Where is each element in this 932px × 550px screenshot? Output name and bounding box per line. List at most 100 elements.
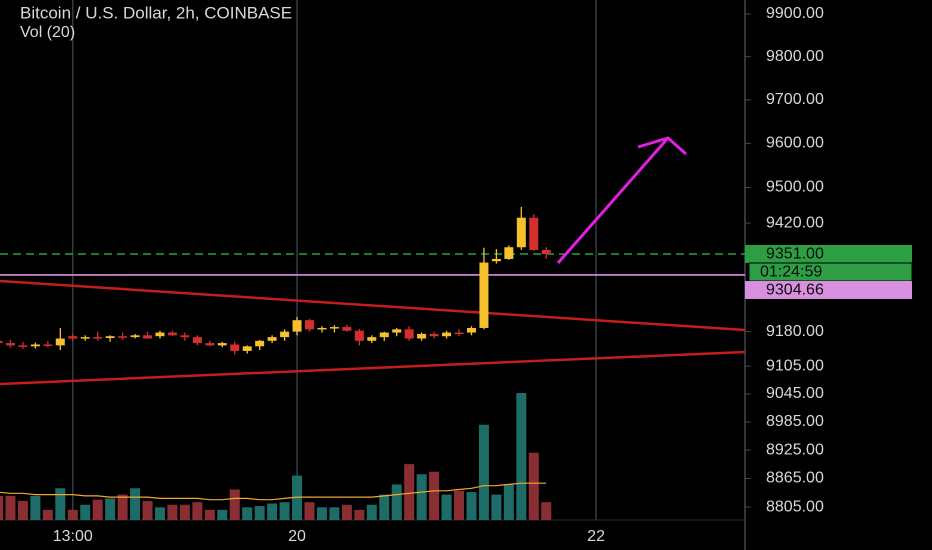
candle-body <box>167 332 177 336</box>
volume-bar <box>17 500 28 520</box>
candle-body <box>504 247 514 259</box>
volume-bar <box>279 502 290 520</box>
price-label: 9304.66 <box>766 282 824 299</box>
candle-body <box>516 217 526 248</box>
y-tick-label: 9500.00 <box>766 179 824 196</box>
candle-body <box>392 329 402 333</box>
candle-body <box>30 344 40 347</box>
x-tick-label: 22 <box>587 528 605 545</box>
y-tick-label: 9800.00 <box>766 48 824 65</box>
candle-body <box>143 335 153 339</box>
candle-body <box>80 337 90 339</box>
candle-body <box>442 332 452 337</box>
volume-bar <box>242 507 253 520</box>
grid <box>72 0 597 520</box>
volume-bar <box>341 504 352 520</box>
volume-bar <box>404 464 415 520</box>
volume-bar <box>416 474 427 520</box>
candle-body <box>0 340 3 344</box>
y-tick-label: 8985.00 <box>766 413 824 430</box>
candle-body <box>292 320 302 332</box>
y-tick-label: 9105.00 <box>766 357 824 374</box>
arrow <box>556 137 670 264</box>
y-tick-label: 9045.00 <box>766 385 824 402</box>
volume-bar <box>142 500 153 520</box>
y-tick-label: 9700.00 <box>766 91 824 108</box>
volume-bar <box>329 507 340 520</box>
volume-bar <box>0 495 3 520</box>
candle-body <box>466 327 476 333</box>
candle-body <box>379 332 389 338</box>
volume-bar <box>80 504 91 520</box>
volume-bar <box>454 490 465 520</box>
candle-body <box>180 335 190 338</box>
y-tick-label: 8925.00 <box>766 441 824 458</box>
candle-body <box>417 333 427 339</box>
volume-bar <box>130 488 141 520</box>
volume-bar <box>391 484 402 520</box>
candle-body <box>329 327 339 329</box>
volume-bar <box>292 475 303 520</box>
volume-bar <box>528 452 539 520</box>
candle-body <box>280 331 290 338</box>
volume-bar <box>366 504 377 520</box>
candle-body <box>18 345 28 347</box>
price-label: 9351.00 <box>766 246 824 263</box>
volume-bar <box>441 494 452 520</box>
volume-bar <box>516 393 527 520</box>
volume-bar <box>354 509 365 520</box>
candle-body <box>479 262 489 328</box>
candles <box>0 207 551 355</box>
price-lines <box>0 253 745 276</box>
candle-body <box>217 343 227 346</box>
candle-body <box>305 320 314 330</box>
volume-bar <box>267 503 278 520</box>
volume-bar <box>466 492 477 520</box>
volume-bar <box>92 499 103 520</box>
volume-bar <box>254 506 265 520</box>
volume-bar <box>105 498 116 520</box>
y-tick-label: 8805.00 <box>766 498 824 515</box>
volume-bar <box>204 509 215 520</box>
candle-body <box>267 337 277 341</box>
volume-bar <box>42 509 53 520</box>
candle-body <box>429 333 439 337</box>
candle-body <box>118 336 128 338</box>
candle-body <box>317 327 327 330</box>
candle-body <box>342 327 352 331</box>
x-tick-label: 13:00 <box>53 528 93 545</box>
trendline <box>0 279 746 332</box>
volume-pane <box>0 393 552 520</box>
candle-body <box>155 332 165 337</box>
volume-bar <box>541 502 552 520</box>
candle-body <box>230 344 240 351</box>
candle-body <box>529 217 539 250</box>
candle-body <box>354 330 364 341</box>
volume-bar <box>379 494 390 520</box>
candle-body <box>130 335 140 338</box>
candle-body <box>5 343 15 346</box>
price-label-box <box>745 244 912 263</box>
candle-body <box>192 337 202 344</box>
candle-body <box>242 346 252 351</box>
y-tick-label: 9600.00 <box>766 135 824 152</box>
candle-body <box>541 249 551 254</box>
volume-bar <box>478 424 489 520</box>
chart-title: Bitcoin / U.S. Dollar, 2h, COINBASE <box>20 3 292 22</box>
y-tick-label: 9900.00 <box>766 5 824 22</box>
volume-bar <box>117 494 128 520</box>
candle-body <box>43 344 53 346</box>
volume-bar <box>55 488 66 520</box>
candle-body <box>68 336 78 339</box>
volume-bar <box>30 495 41 520</box>
candle-body <box>55 338 65 346</box>
candle-body <box>255 340 265 347</box>
volume-bar <box>304 502 315 520</box>
candle-body <box>205 343 215 346</box>
volume-bar <box>217 509 228 520</box>
y-tick-label: 9180.00 <box>766 323 824 340</box>
y-tick-label: 9420.00 <box>766 214 824 231</box>
candle-body <box>491 258 501 262</box>
volume-bar <box>154 507 165 520</box>
